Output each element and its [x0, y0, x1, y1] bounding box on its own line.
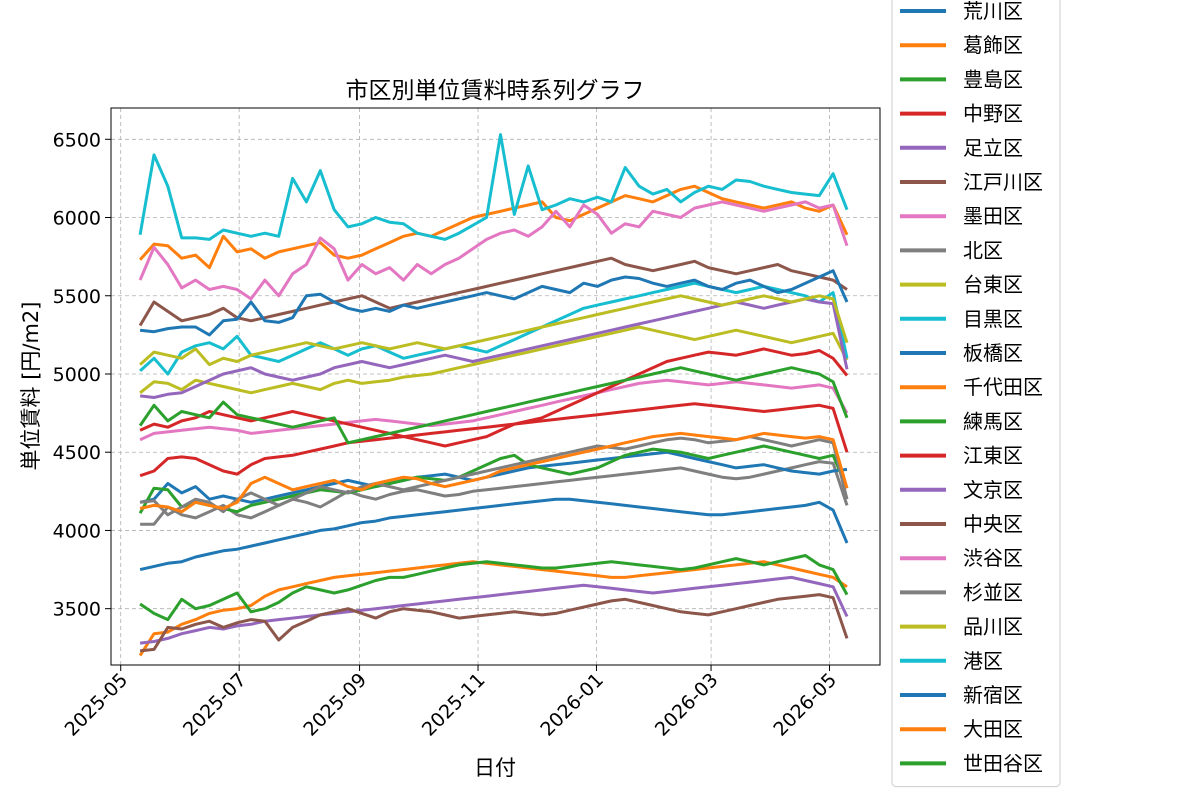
legend-label: 練馬区 — [963, 409, 1023, 433]
series-line — [140, 460, 849, 526]
legend-label: 杉並区 — [963, 580, 1023, 604]
legend-label: 大田区 — [963, 717, 1023, 741]
plot-frame — [110, 107, 881, 666]
x-axis-label: 日付 — [474, 756, 516, 780]
legend-label: 品川区 — [963, 615, 1023, 639]
series-line — [139, 281, 849, 376]
series-line — [138, 560, 848, 657]
y-axis-label: 単位賃料 [円/m2] — [19, 302, 43, 471]
y-tick-label: 4500 — [53, 442, 101, 464]
y-tick-label: 5500 — [53, 286, 101, 308]
legend: 荒川区葛飾区豊島区中野区足立区江戸川区墨田区北区台東区目黒区板橋区千代田区練馬区… — [891, 0, 1061, 788]
series-line — [138, 133, 849, 241]
legend-label: 港区 — [963, 649, 1003, 673]
legend-label: 中央区 — [963, 512, 1023, 536]
legend-label: 北区 — [963, 238, 1003, 262]
series-line — [139, 435, 849, 517]
y-tick-label: 5000 — [53, 364, 101, 386]
series-line — [138, 184, 849, 270]
legend-label: 葛飾区 — [963, 33, 1023, 57]
legend-label: 墨田区 — [963, 204, 1023, 228]
legend-label: 世田谷区 — [963, 751, 1043, 775]
series-line — [139, 554, 849, 622]
series-line — [138, 444, 849, 514]
legend-label: 江東区 — [963, 444, 1023, 468]
series-line — [139, 431, 849, 514]
series-line — [138, 366, 849, 445]
series-line — [139, 269, 849, 337]
series-line — [139, 378, 849, 442]
legend-label: 江戸川区 — [963, 170, 1043, 194]
series-line — [139, 402, 849, 478]
legend-label: 目黒区 — [963, 307, 1023, 331]
legend-label: 荒川区 — [963, 0, 1023, 23]
chart-title: 市区別単位賃料時系列グラフ — [346, 78, 645, 104]
series-line — [138, 256, 848, 327]
legend-label: 豊島区 — [963, 67, 1023, 91]
series-line — [139, 593, 849, 653]
series-line — [139, 325, 849, 395]
legend-label: 新宿区 — [963, 683, 1023, 707]
y-tick-label: 6000 — [53, 208, 101, 230]
series-layer — [138, 133, 849, 657]
series-line — [139, 294, 849, 367]
y-tick-label: 4000 — [53, 520, 101, 542]
legend-box — [891, 0, 1061, 788]
legend-label: 千代田区 — [963, 375, 1043, 399]
series-line — [138, 200, 849, 301]
legend-label: 中野区 — [963, 102, 1023, 126]
legend-label: 板橋区 — [963, 341, 1023, 365]
y-axis: 3500 4000 4500 5000 5500 6000 6500 — [53, 129, 111, 621]
legend-label: 足立区 — [963, 136, 1023, 160]
legend-label: 渋谷区 — [963, 546, 1023, 570]
legend-label: 台東区 — [963, 273, 1023, 297]
legend-label: 文京区 — [963, 478, 1023, 502]
series-line — [139, 575, 849, 645]
y-tick-label: 3500 — [53, 599, 101, 621]
y-tick-label: 6500 — [53, 129, 101, 151]
series-line — [139, 497, 849, 572]
